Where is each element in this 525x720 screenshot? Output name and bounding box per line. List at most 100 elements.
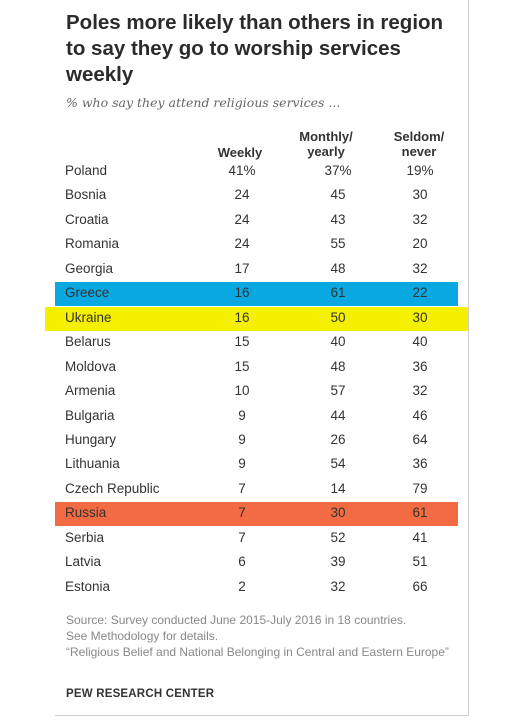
- column-header-weekly-label: Weekly: [217, 145, 263, 160]
- table-row: Belarus 15 40 40: [55, 331, 458, 355]
- seldom-never-value: 30: [412, 187, 428, 203]
- table-row: Armenia 10 57 32: [55, 380, 458, 404]
- monthly-yearly-value: 52: [330, 529, 346, 545]
- weekly-value: 9: [238, 456, 246, 472]
- country-label: Bulgaria: [65, 407, 115, 423]
- table-row: Bulgaria 9 44 46: [55, 405, 458, 429]
- monthly-yearly-value: 48: [330, 358, 346, 374]
- table-row: Hungary 9 26 64: [55, 429, 458, 453]
- seldom-never-value: 32: [412, 383, 428, 399]
- weekly-value: 24: [234, 236, 250, 252]
- seldom-never-value: 64: [412, 431, 428, 447]
- seldom-never-value: 51: [412, 554, 428, 570]
- table-row: Croatia 24 43 32: [55, 209, 458, 233]
- monthly-yearly-value: 39: [330, 554, 346, 570]
- table-row: Georgia 17 48 32: [55, 258, 458, 282]
- seldom-never-value: 19%: [406, 163, 434, 178]
- seldom-never-value: 40: [412, 334, 428, 350]
- weekly-value: 16: [234, 309, 250, 325]
- monthly-yearly-value: 37%: [324, 163, 352, 178]
- table-row: Moldova 15 48 36: [55, 356, 458, 380]
- monthly-yearly-value: 14: [330, 480, 346, 496]
- weekly-value: 9: [238, 407, 246, 423]
- source-line-2: See Methodology for details.: [66, 629, 219, 643]
- table-row: Greece 16 61 22: [55, 282, 458, 307]
- monthly-yearly-value: 44: [330, 407, 346, 423]
- monthly-yearly-value: 30: [330, 505, 346, 521]
- country-label: Bosnia: [65, 187, 107, 203]
- country-label: Georgia: [65, 260, 114, 276]
- chart-title: Poles more likely than others in region …: [66, 11, 444, 86]
- table-row: Bosnia 24 45 30: [55, 184, 458, 208]
- country-label: Ukraine: [65, 309, 112, 325]
- country-label: Czech Republic: [65, 480, 160, 496]
- seldom-never-value: 66: [412, 578, 428, 594]
- weekly-value: 15: [234, 334, 250, 350]
- seldom-never-value: 32: [412, 211, 428, 227]
- seldom-never-value: 32: [412, 260, 428, 276]
- weekly-value: 9: [238, 431, 246, 447]
- weekly-value: 7: [238, 505, 246, 521]
- column-header-monthly-line2: yearly: [307, 144, 345, 159]
- weekly-value: 16: [234, 285, 250, 301]
- seldom-never-value: 22: [412, 285, 428, 301]
- monthly-yearly-value: 48: [330, 260, 346, 276]
- chart-frame: [55, 0, 469, 716]
- table-row: Romania 24 55 20: [55, 233, 458, 257]
- country-label: Estonia: [65, 578, 111, 594]
- monthly-yearly-value: 45: [330, 187, 346, 203]
- column-header-weekly: Weekly: [200, 145, 280, 160]
- monthly-yearly-value: 50: [330, 309, 346, 325]
- seldom-never-value: 61: [412, 505, 428, 521]
- source-line-3: “Religious Belief and National Belonging…: [66, 645, 449, 659]
- seldom-never-value: 30: [412, 309, 428, 325]
- country-label: Croatia: [65, 211, 109, 227]
- monthly-yearly-value: 55: [330, 236, 346, 252]
- country-label: Belarus: [65, 334, 111, 350]
- seldom-never-value: 20: [412, 236, 428, 252]
- country-label: Latvia: [65, 554, 102, 570]
- weekly-value: 7: [238, 529, 246, 545]
- table-row: Poland 41% 37% 19%: [55, 160, 458, 184]
- weekly-value: 41%: [228, 163, 256, 178]
- column-header-seldom-line2: never: [401, 144, 437, 159]
- monthly-yearly-value: 32: [330, 578, 346, 594]
- monthly-yearly-value: 43: [330, 211, 346, 227]
- country-label: Greece: [65, 285, 110, 301]
- column-header-monthly-line1: Monthly/: [299, 129, 353, 144]
- chart-subtitle: % who say they attend religious services…: [66, 95, 341, 110]
- weekly-value: 2: [238, 578, 246, 594]
- table-row: Russia 7 30 61: [55, 502, 458, 527]
- monthly-yearly-value: 40: [330, 334, 346, 350]
- table-row: Czech Republic 7 14 79: [55, 478, 458, 502]
- country-label: Poland: [65, 163, 108, 178]
- country-label: Hungary: [65, 431, 117, 447]
- country-label: Russia: [65, 505, 107, 521]
- seldom-never-value: 46: [412, 407, 428, 423]
- weekly-value: 6: [238, 554, 246, 570]
- weekly-value: 10: [234, 383, 250, 399]
- weekly-value: 15: [234, 358, 250, 374]
- weekly-value: 7: [238, 480, 246, 496]
- monthly-yearly-value: 54: [330, 456, 346, 472]
- country-label: Moldova: [65, 358, 117, 374]
- monthly-yearly-value: 61: [330, 285, 346, 301]
- weekly-value: 24: [234, 187, 250, 203]
- column-header-monthly: Monthly/ yearly: [286, 129, 366, 159]
- table-row: Latvia 6 39 51: [55, 551, 458, 575]
- table-row: Ukraine 16 50 30: [45, 306, 468, 331]
- table-row: Estonia 2 32 66: [55, 576, 458, 600]
- column-header-seldom: Seldom/ never: [379, 129, 459, 159]
- country-label: Romania: [65, 236, 120, 252]
- country-label: Serbia: [65, 529, 105, 545]
- brand-name: PEW RESEARCH CENTER: [66, 688, 215, 700]
- weekly-value: 24: [234, 211, 250, 227]
- country-label: Lithuania: [65, 456, 120, 472]
- monthly-yearly-value: 57: [330, 383, 346, 399]
- seldom-never-value: 79: [412, 480, 428, 496]
- column-header-seldom-line1: Seldom/: [393, 129, 445, 144]
- source-note: Source: Survey conducted June 2015-July …: [66, 612, 456, 660]
- monthly-yearly-value: 26: [330, 431, 346, 447]
- seldom-never-value: 36: [412, 358, 428, 374]
- weekly-value: 17: [234, 260, 250, 276]
